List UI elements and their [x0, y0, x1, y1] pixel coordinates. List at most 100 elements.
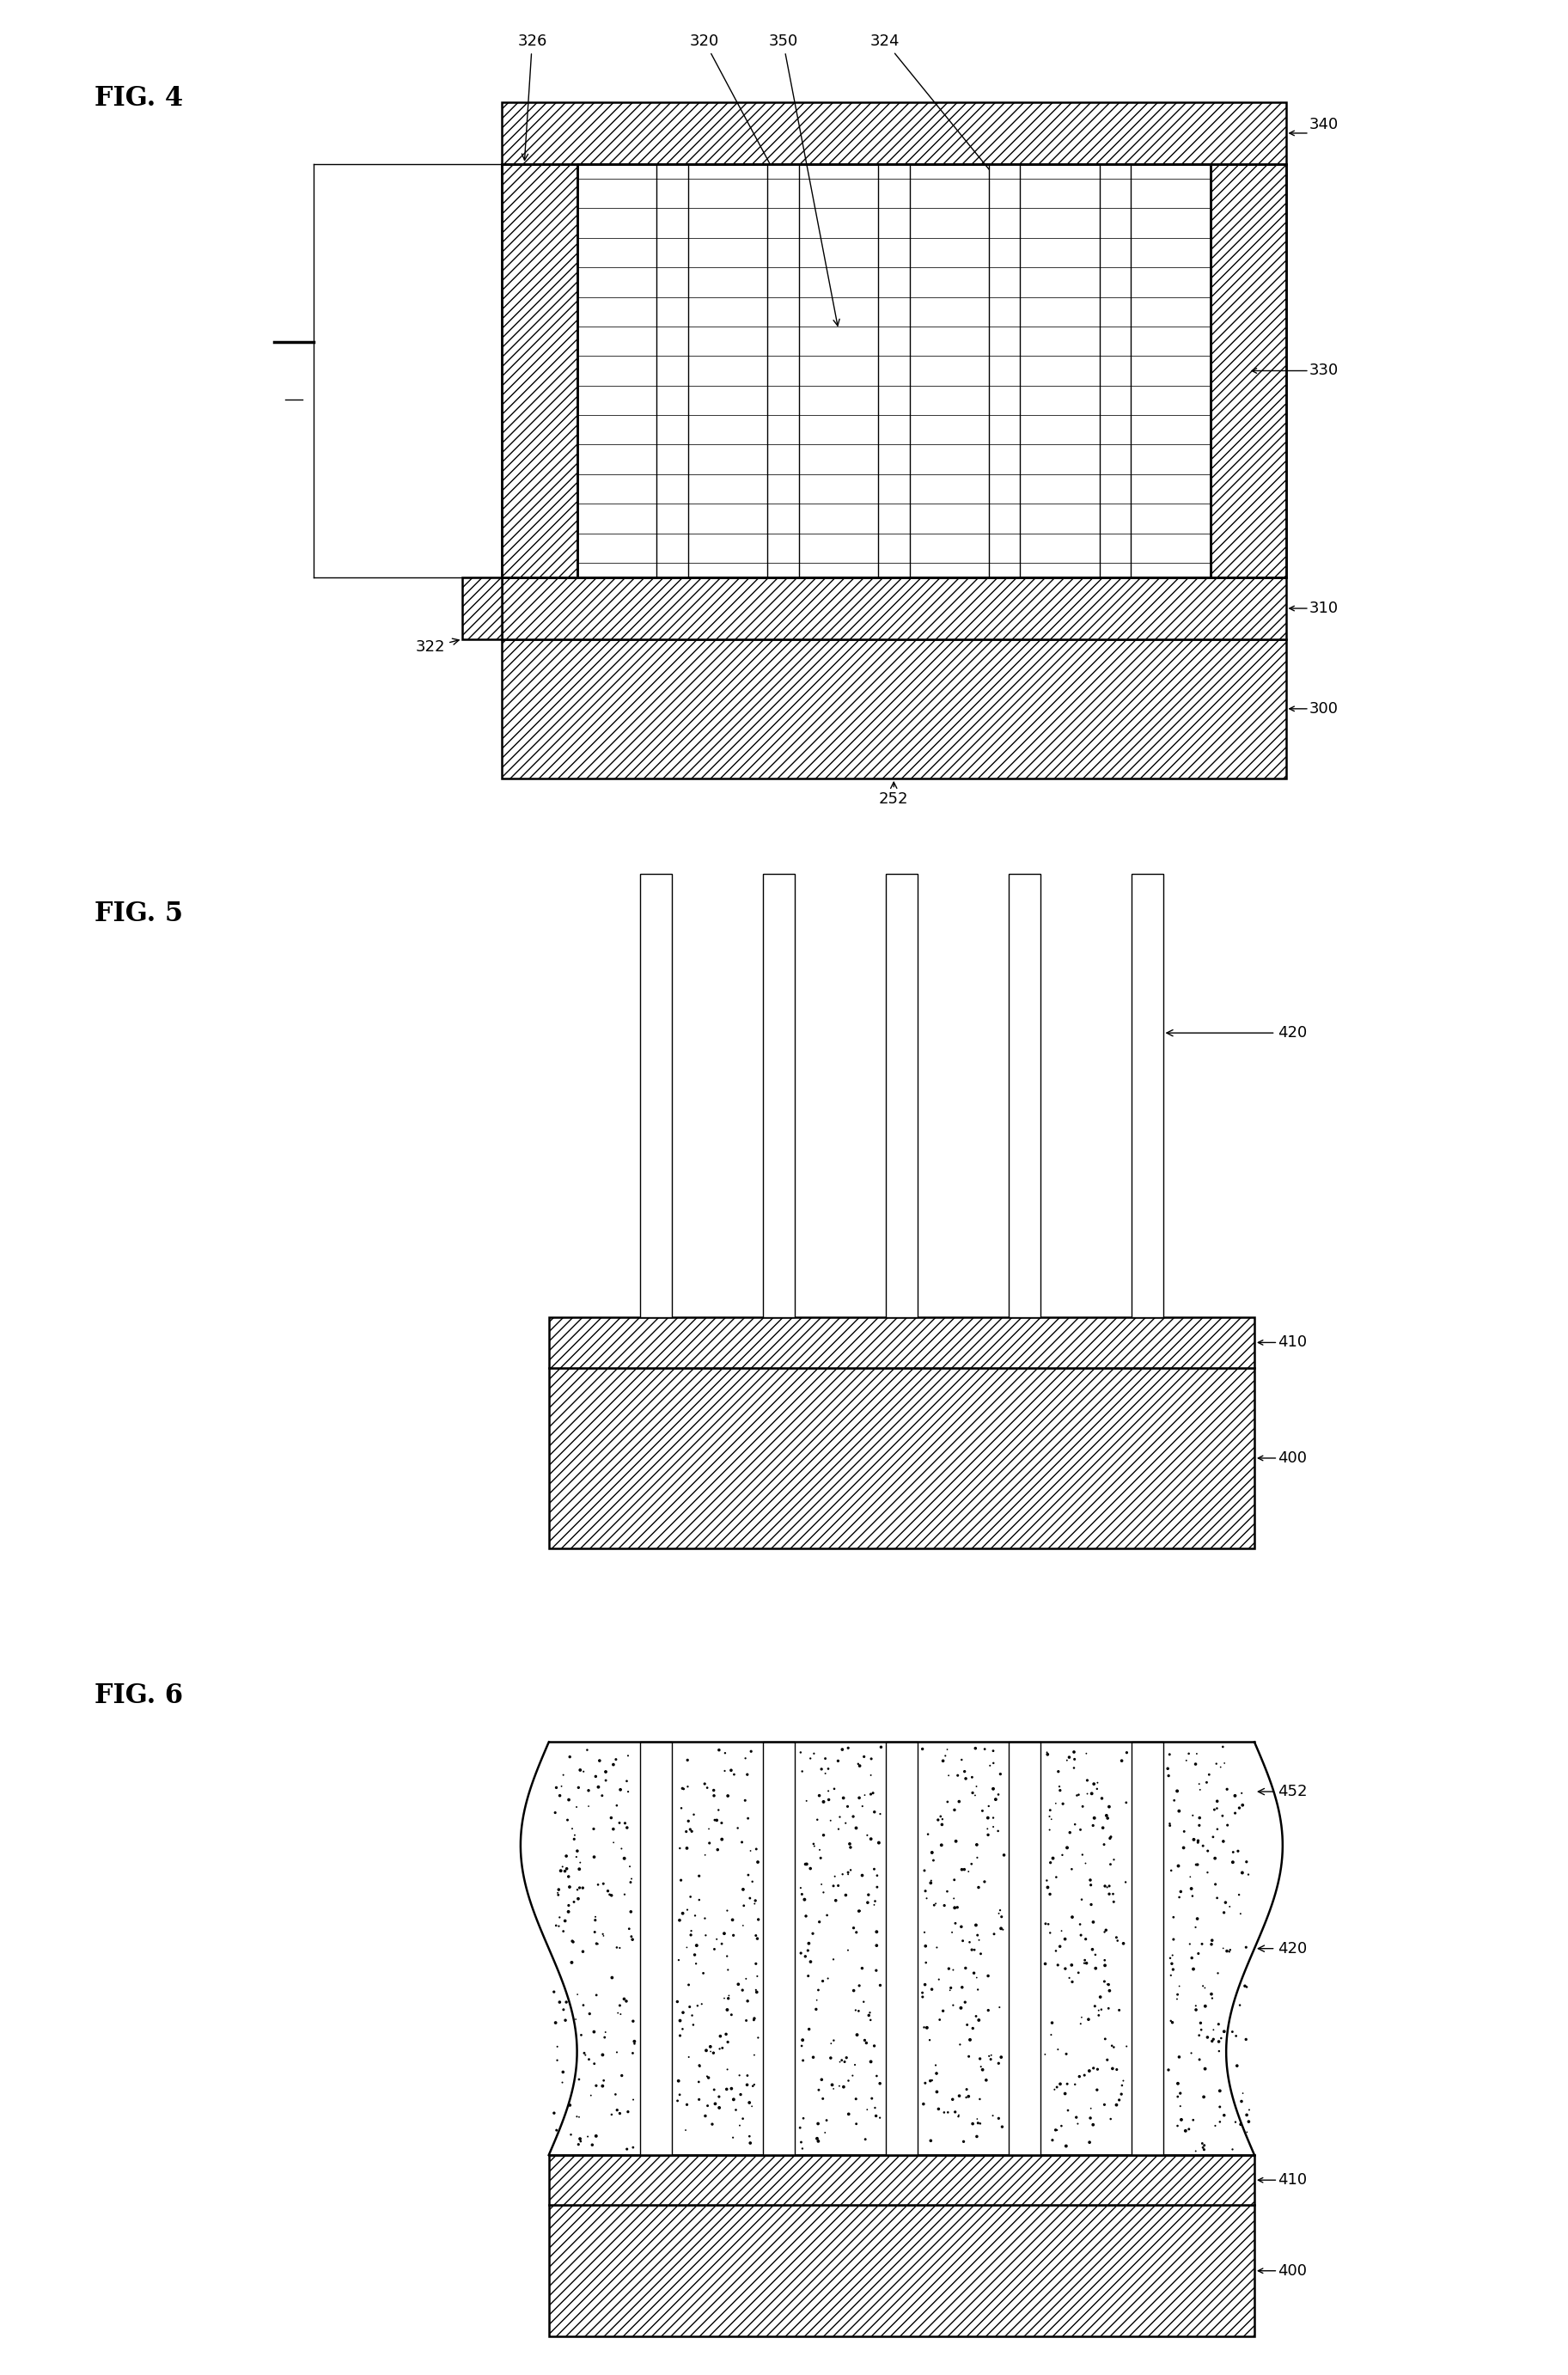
Point [549, 1767, 574, 1805]
Point [1043, 1784, 1068, 1822]
Point [720, 2118, 745, 2156]
Point [1201, 1791, 1226, 1829]
Point [977, 1786, 1002, 1824]
Point [1041, 1838, 1066, 1876]
Bar [577, 164, 1210, 577]
Point [706, 1791, 731, 1829]
Point [801, 1734, 826, 1772]
Point [676, 1767, 701, 1805]
Point [591, 1917, 616, 1955]
Point [855, 1883, 880, 1921]
Point [919, 2062, 944, 2100]
Point [1215, 1769, 1240, 1807]
Point [811, 1874, 836, 1912]
Point [988, 1891, 1013, 1929]
Point [742, 2066, 767, 2104]
Point [808, 1831, 833, 1869]
Point [1035, 1869, 1060, 1907]
Point [980, 1807, 1005, 1845]
Point [1093, 1912, 1118, 1950]
Point [693, 2031, 718, 2069]
Point [1228, 1895, 1253, 1933]
Point [864, 2057, 889, 2095]
Point [610, 2057, 635, 2095]
Point [583, 2116, 608, 2154]
Point [1091, 1826, 1116, 1864]
Point [607, 1985, 632, 2024]
Point [955, 2007, 980, 2045]
Point [1104, 2085, 1129, 2123]
Point [1038, 1876, 1063, 1914]
Point [952, 2123, 977, 2161]
Point [687, 1881, 712, 1919]
Point [790, 1753, 815, 1791]
Point [942, 1862, 967, 1900]
Point [789, 2026, 814, 2064]
Point [1217, 1933, 1242, 1971]
Point [1036, 1905, 1062, 1943]
Point [939, 1914, 964, 1952]
Text: 400: 400 [1278, 2263, 1308, 2278]
Point [735, 1755, 760, 1793]
Point [988, 1755, 1013, 1793]
Point [836, 2062, 861, 2100]
Point [851, 1983, 877, 2021]
Point [619, 1921, 644, 1959]
Point [971, 1791, 996, 1829]
Point [564, 1831, 590, 1869]
Point [1178, 1857, 1203, 1895]
Point [1052, 1919, 1077, 1957]
Point [547, 1983, 572, 2021]
Point [557, 1857, 582, 1895]
Point [833, 2042, 858, 2080]
Point [966, 2002, 991, 2040]
Point [1094, 1964, 1120, 2002]
Point [1193, 2050, 1218, 2088]
Point [1090, 1810, 1115, 1848]
Point [986, 1777, 1011, 1815]
Point [682, 1936, 707, 1974]
Point [550, 1990, 575, 2028]
Point [804, 1981, 829, 2019]
Point [808, 1777, 833, 1815]
Point [826, 1810, 851, 1848]
Point [790, 2100, 815, 2138]
Point [1047, 1772, 1073, 1810]
Point [851, 2021, 877, 2059]
Point [1038, 1843, 1063, 1881]
Point [1047, 1767, 1073, 1805]
Point [681, 1796, 706, 1834]
Point [789, 1933, 814, 1971]
Point [989, 2107, 1014, 2145]
Point [818, 1803, 844, 1841]
Point [1187, 1765, 1212, 1803]
Point [1160, 1950, 1185, 1988]
Point [911, 2009, 936, 2047]
Point [574, 1731, 599, 1769]
Point [986, 1895, 1011, 1933]
Point [1195, 1831, 1220, 1869]
Point [935, 1784, 960, 1822]
Point [1237, 2090, 1262, 2128]
Point [966, 2104, 991, 2142]
Point [677, 1879, 702, 1917]
Point [853, 2121, 878, 2159]
Text: 320: 320 [690, 33, 781, 185]
Point [737, 1879, 762, 1917]
Point [840, 1971, 866, 2009]
Point [568, 1843, 593, 1881]
Point [1066, 1777, 1091, 1815]
Point [552, 1852, 577, 1891]
Point [715, 1777, 740, 1815]
Point [612, 1981, 637, 2019]
Point [566, 1850, 591, 1888]
Point [740, 1862, 765, 1900]
Point [1210, 1928, 1236, 1966]
Point [745, 1919, 770, 1957]
Point [963, 1777, 988, 1815]
Point [557, 1869, 582, 1907]
Point [1080, 1807, 1105, 1845]
Point [1046, 2031, 1071, 2069]
Point [844, 1810, 869, 1848]
Point [1087, 1997, 1112, 2035]
